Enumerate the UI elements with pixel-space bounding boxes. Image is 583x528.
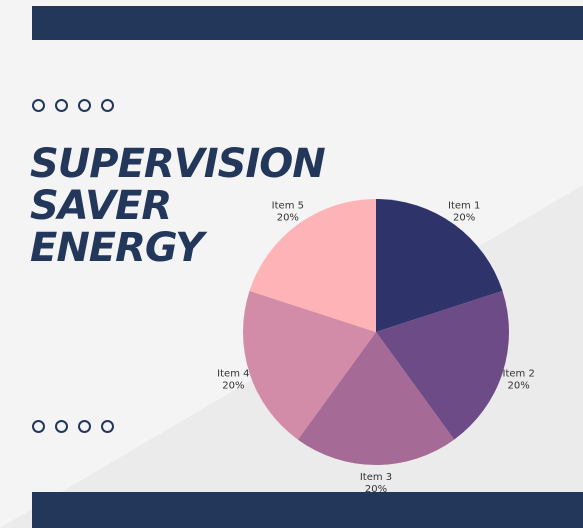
slice-value-3: 20% [365,484,387,495]
circle-dot-icon [55,99,68,112]
circle-dot-icon [101,420,114,433]
top-band [32,6,583,40]
slice-label-4: Item 4 [217,368,249,379]
decorative-dots-bottom [32,420,114,433]
title-line-2: SAVER [30,183,172,229]
slice-label-5: Item 5 [272,201,304,212]
circle-dot-icon [32,99,45,112]
decorative-dots-top [32,99,114,112]
pie-slice-2 [376,290,509,440]
circle-dot-icon [55,420,68,433]
pie-slice-5 [249,199,376,332]
slice-label-2: Item 2 [503,368,535,379]
pie-slice-1 [376,199,503,332]
circle-dot-icon [78,99,91,112]
slide-title: SUPERVISION SAVER ENERGY [30,141,326,271]
slice-value-5: 20% [277,213,299,224]
pie-slice-4 [242,290,376,440]
title-line-3: ENERGY [30,225,204,271]
slice-value-2: 20% [508,380,530,391]
circle-dot-icon [78,420,91,433]
slice-value-1: 20% [453,213,475,224]
slice-label-1: Item 1 [448,201,480,212]
pie-slice-3 [297,332,455,466]
slice-value-4: 20% [222,380,244,391]
circle-dot-icon [101,99,114,112]
title-line-1: SUPERVISION [30,141,326,187]
slice-label-3: Item 3 [360,472,392,483]
circle-dot-icon [32,420,45,433]
bottom-band [32,492,583,528]
